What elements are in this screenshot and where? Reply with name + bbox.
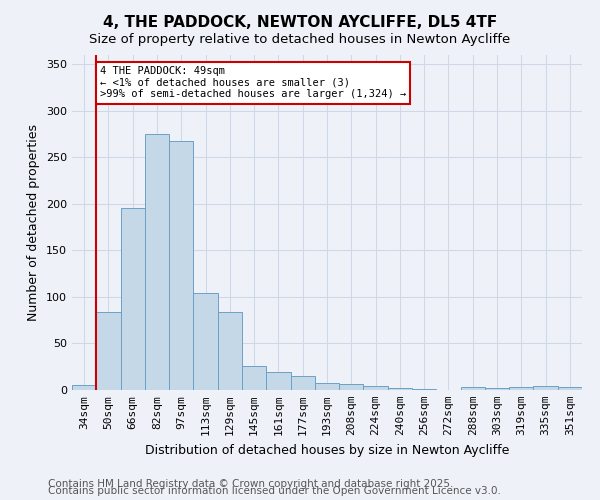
Bar (412, 389, 436, 390)
Text: Contains public sector information licensed under the Open Government Licence v3: Contains public sector information licen… (48, 486, 501, 496)
Bar (242, 366, 266, 390)
Bar (315, 382, 339, 390)
Text: 4 THE PADDOCK: 49sqm
← <1% of detached houses are smaller (3)
>99% of semi-detac: 4 THE PADDOCK: 49sqm ← <1% of detached h… (100, 66, 406, 100)
Bar (533, 386, 558, 390)
Bar (364, 386, 388, 390)
Bar (290, 376, 315, 390)
Bar (145, 134, 169, 390)
Bar (96, 312, 121, 390)
Bar (266, 372, 290, 390)
Bar (558, 387, 582, 390)
Bar (193, 293, 218, 390)
Y-axis label: Number of detached properties: Number of detached properties (28, 124, 40, 321)
Text: 4, THE PADDOCK, NEWTON AYCLIFFE, DL5 4TF: 4, THE PADDOCK, NEWTON AYCLIFFE, DL5 4TF (103, 15, 497, 30)
Bar (388, 388, 412, 390)
Bar (72, 386, 96, 390)
Bar (169, 140, 193, 390)
Bar (218, 312, 242, 390)
Bar (509, 387, 533, 390)
Text: Size of property relative to detached houses in Newton Aycliffe: Size of property relative to detached ho… (89, 32, 511, 46)
Bar (339, 384, 364, 390)
Bar (121, 208, 145, 390)
Bar (485, 388, 509, 390)
Text: Contains HM Land Registry data © Crown copyright and database right 2025.: Contains HM Land Registry data © Crown c… (48, 479, 454, 489)
Bar (461, 387, 485, 390)
X-axis label: Distribution of detached houses by size in Newton Aycliffe: Distribution of detached houses by size … (145, 444, 509, 456)
